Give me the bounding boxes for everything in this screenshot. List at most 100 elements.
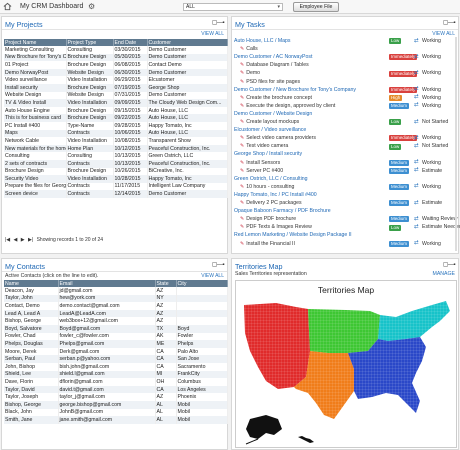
column-header-project-name[interactable]: Project Name — [4, 39, 67, 46]
panel-menu-icon[interactable]: ▢—▪ — [442, 262, 456, 268]
table-row[interactable]: Demo NorwayPost Website Design 06/30/2015 D… — [4, 68, 228, 77]
task-edit-icon[interactable]: ✎ — [240, 159, 245, 166]
column-header-end-date[interactable]: End Date — [113, 39, 148, 46]
table-row[interactable]: Auto House Engine Brochure Design 09/15/20… — [4, 106, 228, 115]
task-label[interactable]: ✎ Demo — [234, 70, 260, 76]
task-row[interactable]: ✎ Delivery 2 PC packages Medium ⇄ Estimate — [234, 200, 452, 207]
home-icon[interactable] — [3, 2, 12, 11]
task-row[interactable]: ✎ Install Sensors Medium ⇄ Working — [234, 159, 452, 167]
task-project-row[interactable]: Opaque Baboon Farmacy / PDF Brochure — [234, 208, 452, 215]
column-header-customer[interactable]: Customer — [147, 39, 228, 46]
task-edit-icon[interactable]: ✎ — [240, 183, 245, 190]
task-label[interactable]: ✎ Calls — [234, 46, 258, 52]
task-edit-icon[interactable]: ✎ — [240, 200, 245, 206]
filter-select[interactable]: ALL ▾ — [183, 3, 283, 11]
task-project-label[interactable]: Demo Customer / New Brochure for Tony's … — [234, 87, 356, 93]
alaska[interactable] — [245, 415, 282, 445]
task-project-row[interactable]: Demo Customer / AC NorwayPost Immediately… — [234, 54, 452, 61]
task-project-label[interactable]: Opaque Baboon Farmacy / PDF Brochure — [234, 208, 331, 214]
task-edit-icon[interactable]: ✎ — [240, 46, 245, 53]
task-project-label[interactable]: Green Ostrich, LLC / Consulting — [234, 176, 308, 182]
table-row[interactable]: Marketing Consulting Consulting 03/30/2015… — [4, 46, 228, 54]
task-label[interactable]: ✎ PDF Texts & Images Review — [234, 224, 312, 230]
task-row[interactable]: ✎ Execute the design, approved by client M… — [234, 102, 452, 110]
task-label[interactable]: ✎ Create layout mockups — [234, 119, 299, 125]
task-project-label[interactable]: Red Lemon Marketing / Website Design Pac… — [234, 232, 352, 238]
task-row[interactable]: ✎ Database Diagram / Tables — [234, 62, 452, 69]
table-row[interactable]: New Brochure for Tony's Co...Brochure De… — [4, 53, 228, 62]
task-project-row[interactable]: Elcustomer / Video surveillance — [234, 127, 452, 134]
table-row[interactable]: Deacon, Jay jd@gmail.com AZ — [4, 287, 228, 295]
tasks-view-all-link[interactable]: VIEW ALL — [432, 31, 455, 37]
table-row[interactable]: Phelps, Douglas Phelps@gmail.com ME Phelps — [4, 340, 228, 348]
task-label[interactable]: ✎ Create the brochure concept — [234, 95, 312, 101]
table-row[interactable]: Serban, Paul serban.p@yahoo.com CA San Jose — [4, 355, 228, 363]
table-row[interactable]: Bishop, George george.bishop@gmail.com AL M… — [4, 400, 228, 409]
task-label[interactable]: ✎ PSD files for site pages — [234, 79, 300, 85]
task-row[interactable]: ✎ Demo Immediately ⇄ Working — [234, 70, 452, 77]
task-row[interactable]: ✎ PDF Texts & Images Review Low ⇄ Estimate N… — [234, 224, 460, 231]
first-page-icon[interactable]: |◀ — [5, 237, 11, 243]
table-row[interactable]: 2 sets of contracts Contracts 10/13/2015 Pe… — [4, 159, 228, 168]
task-label[interactable]: ✎ Test video camera — [234, 143, 288, 149]
task-edit-icon[interactable]: ✎ — [240, 167, 245, 174]
table-row[interactable]: 01 Project Brochure Design 06/08/2015 Conta… — [4, 61, 228, 69]
manage-link[interactable]: MANAGE — [432, 271, 455, 277]
task-project-row[interactable]: Green Ostrich, LLC / Consulting — [234, 176, 452, 183]
table-row[interactable]: New materials for the home Home Plan 10/12… — [4, 144, 228, 153]
task-label[interactable]: ✎ Delivery 2 PC packages — [234, 200, 302, 206]
table-row[interactable]: Install security Brochure Design 07/19/201… — [4, 83, 228, 92]
table-row[interactable]: Smith, Jane jane.smith@gmail.com AL Mobil — [4, 416, 228, 424]
prev-page-icon[interactable]: ◀ — [13, 237, 18, 243]
table-row[interactable]: Contact, Demo demo.contact@gmail.com AZ — [4, 302, 228, 310]
task-edit-icon[interactable]: ✎ — [240, 102, 245, 109]
table-row[interactable]: Maps Contracts 10/06/2015 Auto House, LLC — [4, 129, 228, 138]
task-edit-icon[interactable]: ✎ — [240, 62, 245, 69]
table-row[interactable]: Security Video Video Installation 10/28/20… — [4, 175, 228, 183]
task-row[interactable]: ✎ Select video camera providers Immediatel… — [234, 135, 452, 142]
task-edit-icon[interactable]: ✎ — [240, 119, 245, 125]
panel-menu-icon[interactable]: ▢—▪ — [211, 20, 225, 26]
table-row[interactable]: Dave, Florin dflorin@gmail.com OH Columbus — [4, 378, 228, 386]
gear-icon[interactable]: ⚙ — [88, 2, 96, 11]
table-row[interactable]: Boyd, Salvatore Boyd@gmail.com TX Boyd — [4, 324, 228, 333]
table-row[interactable]: Taylor, David david.t@gmail.com CA Los Ange… — [4, 385, 228, 394]
task-label[interactable]: ✎ Select video camera providers — [234, 135, 316, 141]
table-row[interactable]: Video surveillance Video Installation 06/2… — [4, 76, 228, 84]
task-project-label[interactable]: Elcustomer / Video surveillance — [234, 127, 306, 133]
task-row[interactable]: ✎ Test video camera Low ⇄ Not Started — [234, 143, 452, 150]
task-edit-icon[interactable]: ✎ — [240, 70, 245, 77]
task-edit-icon[interactable]: ✎ — [240, 94, 245, 101]
column-header-state[interactable]: State — [155, 280, 177, 287]
task-project-row[interactable]: George Shop / Install security — [234, 151, 452, 158]
table-row[interactable]: Screen device Contracts 12/14/2015 Demo Cus… — [4, 190, 228, 198]
table-row[interactable]: Fowler, Chad fowler_c@fowler.com AK Fowler — [4, 332, 228, 341]
column-header-city[interactable]: City — [176, 280, 228, 287]
task-project-row[interactable]: Auto House, LLC / Maps Low ⇄ Working — [234, 38, 452, 45]
task-label[interactable]: ✎ Install Sensors — [234, 160, 280, 166]
task-project-label[interactable]: Demo Customer / AC NorwayPost — [234, 54, 312, 60]
panel-menu-icon[interactable]: ▢—▪ — [211, 262, 225, 268]
table-row[interactable]: John, Bishop bish.john@gmail.com CA Sacrame… — [4, 362, 228, 371]
employee-file-button[interactable]: Employee File — [293, 2, 339, 12]
table-row[interactable]: TV & Video Install Video Installation 09/0… — [4, 99, 228, 107]
task-project-row[interactable]: Red Lemon Marketing / Website Design Pac… — [234, 232, 452, 239]
task-project-row[interactable]: Demo Customer / New Brochure for Tony's … — [234, 86, 452, 94]
task-edit-icon[interactable]: ✎ — [240, 135, 245, 142]
task-label[interactable]: ✎ 10 hours - consulting — [234, 184, 294, 190]
table-row[interactable]: Shield, Lee shield.l@gmail.com MI FrankCity — [4, 370, 228, 379]
last-page-icon[interactable]: ▶| — [28, 237, 34, 243]
task-row[interactable]: ✎ Server PC #400 Medium ⇄ Estimate — [234, 167, 452, 175]
next-page-icon[interactable]: ▶ — [20, 237, 25, 243]
task-edit-icon[interactable]: ✎ — [240, 224, 245, 231]
task-row[interactable]: ✎ Create layout mockups Low ⇄ Not Started — [234, 119, 452, 126]
task-project-label[interactable]: Happy Tomato, Inc / PC Install #400 — [234, 192, 317, 198]
table-row[interactable]: PC Install #400 Type-Name 09/28/2015 Happy … — [4, 121, 228, 130]
task-project-row[interactable]: Demo Customer / Website Design — [234, 111, 452, 118]
task-edit-icon[interactable]: ✎ — [240, 240, 245, 247]
task-project-label[interactable]: George Shop / Install security — [234, 151, 302, 157]
task-row[interactable]: ✎ Create the brochure concept High ⇄ Working — [234, 94, 452, 102]
table-row[interactable]: This is for business card Brochure Design… — [4, 114, 228, 122]
task-row[interactable]: ✎ 10 hours - consulting Medium ⇄ Working — [234, 183, 452, 191]
table-row[interactable]: Prepare the files for George Contracts 11/… — [4, 182, 228, 191]
